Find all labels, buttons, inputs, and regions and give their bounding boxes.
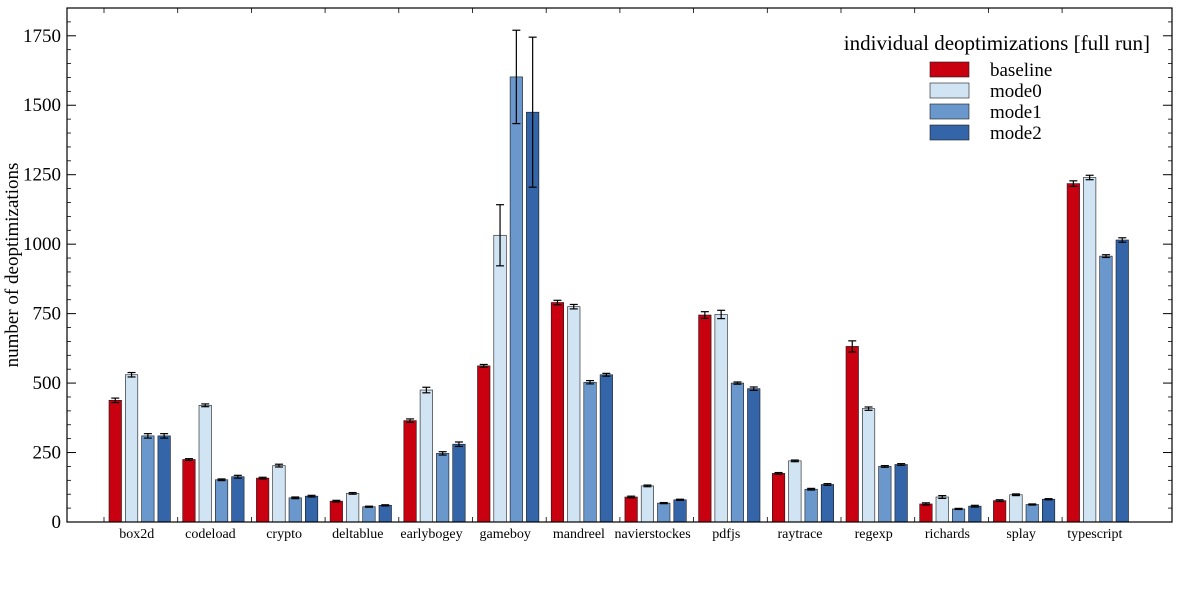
bar-baseline: [919, 503, 933, 523]
bar-baseline: [256, 477, 270, 523]
bar-mode2: [231, 476, 245, 523]
bar-mode2: [599, 374, 613, 523]
legend-swatch: [929, 61, 970, 78]
bar-mode1: [804, 488, 818, 523]
legend-label: mode0: [990, 81, 1042, 102]
bar-mode1: [141, 435, 155, 523]
bar-mode0: [861, 408, 876, 523]
x-tick-label: crypto: [266, 527, 302, 542]
legend-item-baseline: baseline: [929, 60, 1052, 81]
legend-item-mode0: mode0: [929, 81, 1042, 102]
bar-baseline: [550, 302, 565, 523]
bar-baseline: [698, 314, 712, 523]
x-tick-label: navierstockes: [614, 527, 690, 542]
bar-mode0: [1009, 494, 1023, 523]
bar-mode1: [657, 502, 671, 523]
legend-item-mode1: mode1: [929, 102, 1042, 123]
bar-mode1: [509, 76, 523, 523]
legend: individual deoptimizations [full run] ba…: [844, 31, 1150, 144]
bar-mode1: [951, 508, 966, 523]
bar-mode1: [436, 453, 450, 523]
bar-mode2: [820, 484, 835, 523]
bar-mode2: [1115, 239, 1129, 523]
bar-baseline: [771, 473, 786, 523]
bar-mode2: [157, 435, 171, 523]
bar-mode0: [346, 493, 360, 523]
x-tick-label: gameboy: [480, 527, 531, 542]
x-tick-label: typescript: [1067, 527, 1122, 542]
y-tick-label: 750: [33, 304, 62, 325]
x-tick-label: pdfjs: [712, 527, 740, 542]
bar-baseline: [993, 500, 1007, 523]
y-tick-label: 500: [33, 373, 62, 394]
bar-mode1: [288, 497, 302, 523]
x-tick-label: splay: [1006, 527, 1036, 542]
bar-baseline: [329, 500, 343, 523]
x-tick-label: codeload: [185, 527, 236, 542]
bar-mode0: [935, 496, 949, 523]
x-tick-label: raytrace: [777, 527, 822, 542]
y-tick-label: 250: [33, 443, 62, 464]
y-tick-label: 1000: [23, 234, 61, 255]
bar-mode2: [747, 388, 761, 523]
axes-layer: 0 250 500 750 1000 1250 1500 1750 box2d codeload c…: [23, 7, 1173, 542]
bar-mode2: [1042, 498, 1056, 523]
bar-mode0: [714, 314, 728, 523]
bar-mode1: [583, 381, 597, 523]
x-tick-label: box2d: [119, 527, 154, 542]
bar-baseline: [108, 400, 122, 523]
bar-baseline: [624, 496, 638, 523]
bar-mode0: [1083, 177, 1097, 523]
legend-swatch: [929, 124, 970, 141]
bar-mode0: [788, 460, 802, 523]
bar-mode2: [673, 499, 687, 523]
bar-mode0: [198, 405, 212, 523]
x-tick-label: mandreel: [553, 527, 605, 542]
x-tick-label: earlybogey: [400, 527, 462, 542]
bar-mode0: [272, 465, 286, 523]
legend-item-mode2: mode2: [929, 123, 1042, 144]
bar-mode0: [125, 374, 139, 523]
bar-mode1: [1025, 504, 1039, 523]
bar-mode2: [304, 495, 319, 523]
y-tick-label: 1250: [23, 165, 61, 186]
bar-mode2: [894, 464, 908, 523]
y-tick-label: 1500: [23, 95, 61, 116]
legend-label: mode1: [990, 102, 1042, 123]
bar-mode2: [968, 505, 982, 523]
bar-baseline: [845, 346, 859, 523]
y-axis-label: number of deoptimizations: [2, 163, 23, 368]
y-tick-label: 0: [52, 512, 62, 533]
bar-baseline: [403, 420, 417, 523]
legend-label: mode2: [990, 123, 1042, 144]
y-tick-label: 1750: [23, 26, 61, 47]
bar-baseline: [1066, 183, 1080, 523]
bar-mode2: [452, 443, 466, 523]
bar-mode1: [215, 479, 229, 523]
bar-mode0: [419, 389, 433, 523]
bar-mode1: [730, 382, 745, 523]
bar-mode1: [878, 466, 892, 523]
bar-mode0: [640, 485, 655, 523]
bar-baseline: [182, 459, 196, 523]
bars-layer: [108, 29, 1129, 523]
bar-mode0: [493, 234, 507, 523]
x-tick-label: regexp: [855, 527, 893, 542]
x-tick-label: richards: [925, 527, 970, 542]
bar-baseline: [477, 365, 491, 523]
bar-mode0: [567, 306, 581, 523]
bar-mode1: [1099, 255, 1113, 523]
bar-mode2: [378, 505, 392, 523]
legend-swatch: [929, 82, 970, 99]
x-tick-label: deltablue: [332, 527, 383, 542]
legend-title: individual deoptimizations [full run]: [844, 31, 1150, 55]
legend-label: baseline: [990, 60, 1052, 81]
legend-swatch: [929, 103, 970, 120]
bar-mode1: [362, 506, 376, 523]
